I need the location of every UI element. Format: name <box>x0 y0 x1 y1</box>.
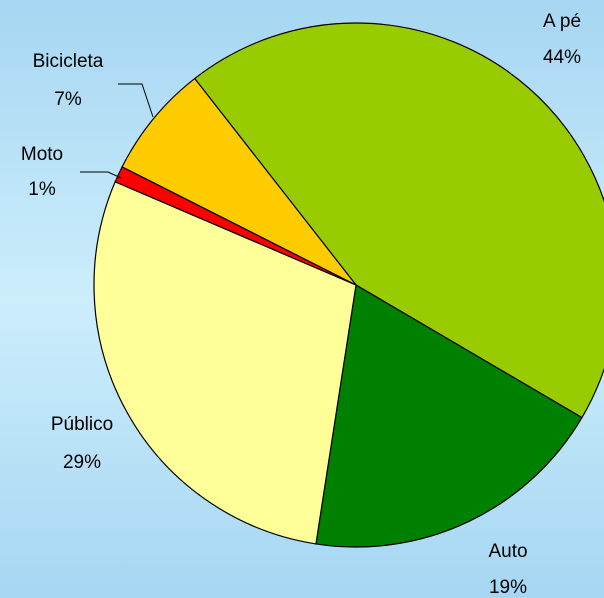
pie-slice <box>121 77 357 286</box>
leader-line <box>80 171 122 179</box>
pie-slice <box>93 180 357 545</box>
slice-label: Moto <box>21 144 63 165</box>
slice-value-label: 44% <box>543 47 581 68</box>
pie-slice <box>315 284 583 548</box>
slice-label: A pé <box>543 11 581 32</box>
slice-value-label: 19% <box>489 577 527 598</box>
slice-label: Bicicleta <box>33 51 104 72</box>
slice-label: Auto <box>488 541 527 562</box>
leader-line <box>118 83 154 118</box>
slice-value-label: 1% <box>28 179 56 200</box>
slice-value-label: 29% <box>63 452 101 473</box>
slice-label: Público <box>51 414 113 435</box>
pie-slice <box>193 22 604 419</box>
slice-value-label: 7% <box>54 89 82 110</box>
